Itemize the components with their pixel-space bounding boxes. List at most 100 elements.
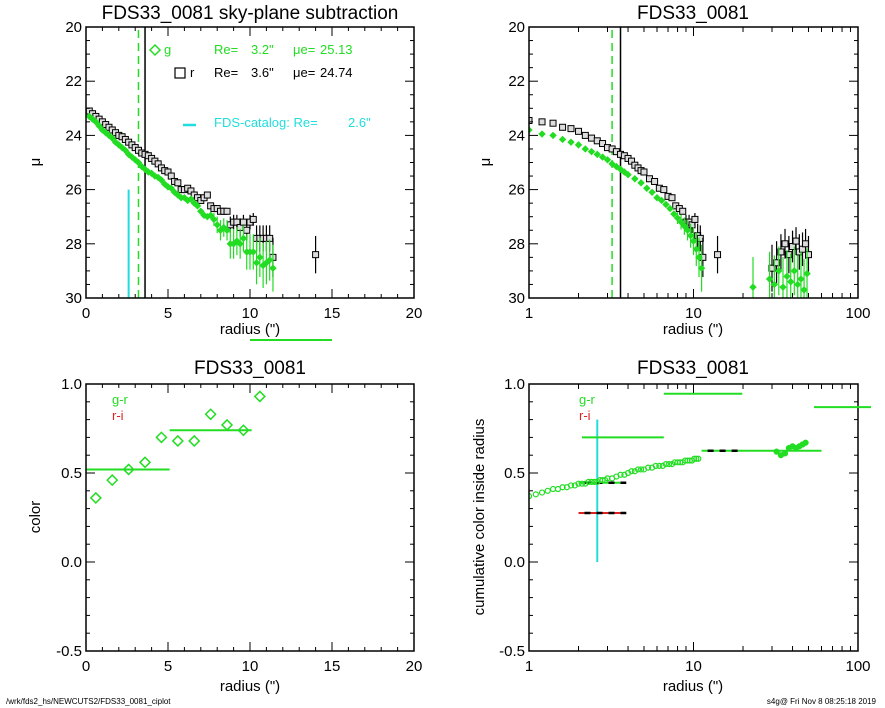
data-point-r bbox=[792, 237, 800, 245]
y-tick-label: -0.5 bbox=[56, 643, 82, 660]
data-point-g bbox=[803, 269, 811, 278]
data-point-g bbox=[167, 184, 175, 192]
data-point-g bbox=[213, 221, 221, 229]
panel-sky-plane-profile: FDS33_0081 sky-plane subtraction radius … bbox=[27, 3, 423, 341]
legend-g-r: g-r bbox=[579, 392, 596, 407]
data-point-g bbox=[187, 195, 195, 203]
data-point-r bbox=[668, 194, 676, 202]
data-point-r bbox=[588, 134, 596, 142]
y-tick-label: 0.0 bbox=[504, 554, 525, 571]
y-tick-label: 1.0 bbox=[504, 376, 525, 393]
data-point-g bbox=[749, 283, 757, 291]
legend-re-r: 3.6" bbox=[251, 65, 274, 80]
plot-area bbox=[529, 392, 822, 562]
legend-marker-r bbox=[174, 67, 186, 79]
data-point-g-r bbox=[220, 418, 234, 432]
data-point-g bbox=[775, 267, 783, 275]
data-point-g-r bbox=[578, 480, 586, 487]
data-point-g-r bbox=[631, 468, 638, 475]
y-tick-label: 22 bbox=[508, 73, 525, 90]
axes-frame bbox=[85, 383, 415, 652]
data-point-g bbox=[697, 264, 706, 272]
data-point-g-r bbox=[529, 493, 533, 500]
data-point-g bbox=[612, 162, 621, 171]
x-tick-label: 20 bbox=[406, 658, 423, 675]
data-point-r bbox=[581, 131, 589, 139]
y-tick-label: 26 bbox=[65, 182, 82, 199]
data-point-g-r bbox=[188, 434, 201, 448]
plot-area bbox=[86, 27, 320, 298]
y-tick-label: 26 bbox=[508, 182, 525, 199]
data-point-g bbox=[637, 179, 645, 187]
x-tick-label: 1 bbox=[525, 305, 533, 322]
data-point-g bbox=[269, 264, 277, 272]
data-point-g bbox=[558, 135, 567, 144]
y-axis-label: μ bbox=[27, 158, 44, 167]
legend-mu-label-r: μe= bbox=[293, 65, 315, 80]
data-point-g bbox=[134, 158, 143, 167]
legend-mu-r: 24.74 bbox=[320, 65, 353, 80]
plot-area bbox=[86, 390, 266, 504]
y-tick-label: 20 bbox=[65, 19, 82, 36]
x-tick-label: 20 bbox=[406, 305, 423, 322]
data-point-g bbox=[631, 175, 639, 183]
data-point-g-r bbox=[691, 455, 698, 462]
data-point-g-r bbox=[662, 461, 670, 468]
x-tick-label: 15 bbox=[324, 305, 341, 322]
legend-re-label-r: Re= bbox=[214, 65, 238, 80]
data-point-g bbox=[662, 200, 670, 209]
data-point-g-r bbox=[538, 489, 546, 496]
panel-log-profile: FDS33_0081 radius (") μ 1 10 100 20 22 24 26 28… bbox=[477, 3, 871, 338]
data-point-g-r bbox=[585, 478, 592, 485]
data-point-g bbox=[765, 275, 774, 283]
data-point-g-r bbox=[665, 461, 673, 468]
y-tick-label: -0.5 bbox=[499, 643, 525, 660]
data-point-g-r bbox=[138, 456, 152, 469]
data-point-g bbox=[587, 147, 596, 156]
data-point-g-r bbox=[106, 474, 119, 487]
legend-catalog-re: 2.6" bbox=[348, 115, 371, 130]
data-point-g bbox=[797, 275, 805, 283]
x-tick-label: 100 bbox=[845, 658, 870, 675]
data-point-g-r bbox=[544, 487, 551, 494]
y-tick-label: 20 bbox=[508, 19, 525, 36]
data-point-g bbox=[624, 170, 632, 179]
footer-path: /wrk/fds2_hs/NEWCUTS2/FDS33_0081_ciplot bbox=[6, 697, 171, 706]
footer-timestamp: s4g@ Fri Nov 8 08:25:18 2019 bbox=[767, 697, 877, 706]
data-point-g bbox=[770, 280, 779, 289]
legend-re-label-g: Re= bbox=[214, 42, 238, 57]
data-point-g-r bbox=[171, 434, 184, 448]
x-tick-label: 0 bbox=[82, 305, 90, 322]
data-point-r bbox=[174, 179, 182, 187]
data-point-r bbox=[243, 226, 251, 234]
data-point-g bbox=[252, 259, 261, 267]
data-point-r bbox=[802, 240, 810, 248]
y-axis-label: μ bbox=[477, 158, 494, 167]
data-point-g-r bbox=[781, 450, 789, 457]
data-point-g-r bbox=[659, 462, 666, 469]
data-point-g-r bbox=[652, 462, 659, 469]
data-point-g-r bbox=[628, 468, 635, 475]
data-point-g-r bbox=[693, 455, 700, 462]
axes-frame bbox=[528, 383, 859, 652]
legend-band-g: g bbox=[164, 42, 171, 57]
x-axis-label: radius (") bbox=[220, 678, 280, 695]
data-point-g-r bbox=[695, 455, 702, 462]
data-point-r bbox=[312, 251, 320, 259]
data-point-g bbox=[686, 231, 695, 240]
data-point-g-r bbox=[253, 390, 266, 403]
data-point-g-r bbox=[89, 491, 102, 504]
data-point-r bbox=[203, 191, 211, 199]
x-axis-label: radius (") bbox=[220, 321, 280, 338]
x-tick-label: 5 bbox=[164, 658, 172, 675]
data-point-r bbox=[567, 125, 575, 133]
data-point-g-r bbox=[155, 431, 168, 444]
y-tick-label: 0.5 bbox=[61, 465, 82, 482]
data-point-g bbox=[567, 138, 575, 146]
data-point-r bbox=[559, 123, 567, 131]
data-point-g bbox=[193, 202, 202, 210]
data-point-g-r bbox=[634, 466, 642, 473]
data-point-r bbox=[239, 218, 247, 226]
data-point-g-r bbox=[237, 424, 250, 437]
data-point-r bbox=[714, 251, 722, 259]
